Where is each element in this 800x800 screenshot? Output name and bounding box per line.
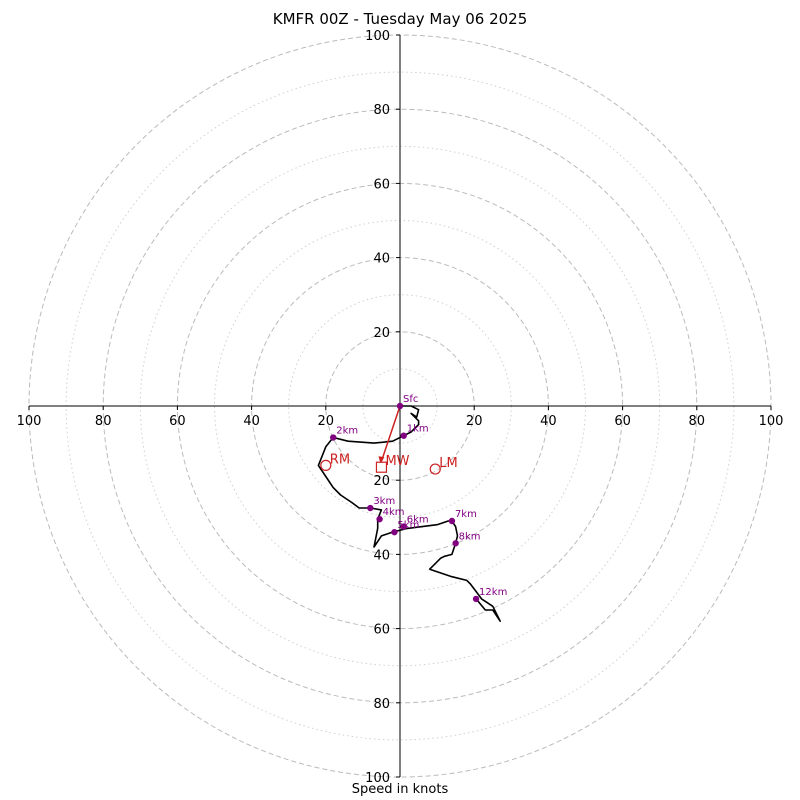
storm-label-RM: RM (330, 452, 350, 467)
height-marker-12km (472, 595, 480, 603)
storm-label-MW: MW (385, 454, 409, 469)
height-marker-3km (367, 504, 374, 512)
storm-marker-RM (320, 459, 332, 471)
y-tick-label: 80 (373, 697, 390, 712)
x-axis-label: Speed in knots (351, 782, 449, 797)
height-label-1km: 1km (407, 424, 429, 435)
x-tick-label: 40 (540, 414, 557, 429)
y-tick-label: 20 (373, 474, 390, 489)
y-tick-label: 60 (373, 177, 390, 192)
height-label-2km: 2km (336, 426, 358, 437)
storm-marker-LM (429, 463, 441, 475)
height-marker-2km (330, 434, 337, 441)
x-tick-label: 60 (614, 414, 631, 429)
height-marker-8km (452, 540, 459, 547)
x-tick-label: 20 (466, 414, 483, 429)
height-marker-7km (448, 517, 456, 525)
y-tick-label: 40 (373, 252, 390, 267)
height-label-6km: 6km (407, 515, 429, 526)
x-tick-label: 40 (243, 414, 260, 429)
x-tick-label: 20 (318, 414, 335, 429)
height-label-5km: 5km (397, 520, 419, 531)
height-label-12km: 12km (479, 587, 507, 598)
height-label-3km: 3km (373, 496, 395, 507)
y-tick-label: 100 (365, 771, 390, 786)
y-tick-label: 20 (373, 326, 390, 341)
storm-label-LM: LM (439, 456, 457, 471)
y-tick-label: 100 (365, 29, 390, 44)
y-tick-label: 80 (373, 103, 390, 118)
height-label-Sfc: Sfc (403, 394, 418, 405)
x-tick-label: 60 (169, 414, 186, 429)
storm-marker-MW (375, 461, 388, 473)
x-tick-label: 80 (95, 414, 112, 429)
height-label-4km: 4km (383, 507, 405, 518)
height-label-8km: 8km (459, 531, 481, 542)
x-tick-label: 100 (17, 414, 42, 429)
y-tick-label: 40 (373, 548, 390, 563)
height-marker-1km (400, 432, 407, 439)
height-label-7km: 7km (455, 509, 477, 520)
mean-wind-vector (380, 405, 401, 462)
height-marker-5km (391, 528, 398, 536)
mean-wind-arrowhead (378, 456, 385, 464)
y-tick-label: 60 (373, 623, 390, 638)
height-marker-4km (376, 515, 383, 523)
x-tick-label: 100 (759, 414, 784, 429)
x-tick-label: 80 (689, 414, 706, 429)
chart-title: KMFR 00Z - Tuesday May 06 2025 (272, 10, 528, 28)
height-marker-6km (400, 523, 407, 530)
height-marker-Sfc (396, 402, 404, 410)
